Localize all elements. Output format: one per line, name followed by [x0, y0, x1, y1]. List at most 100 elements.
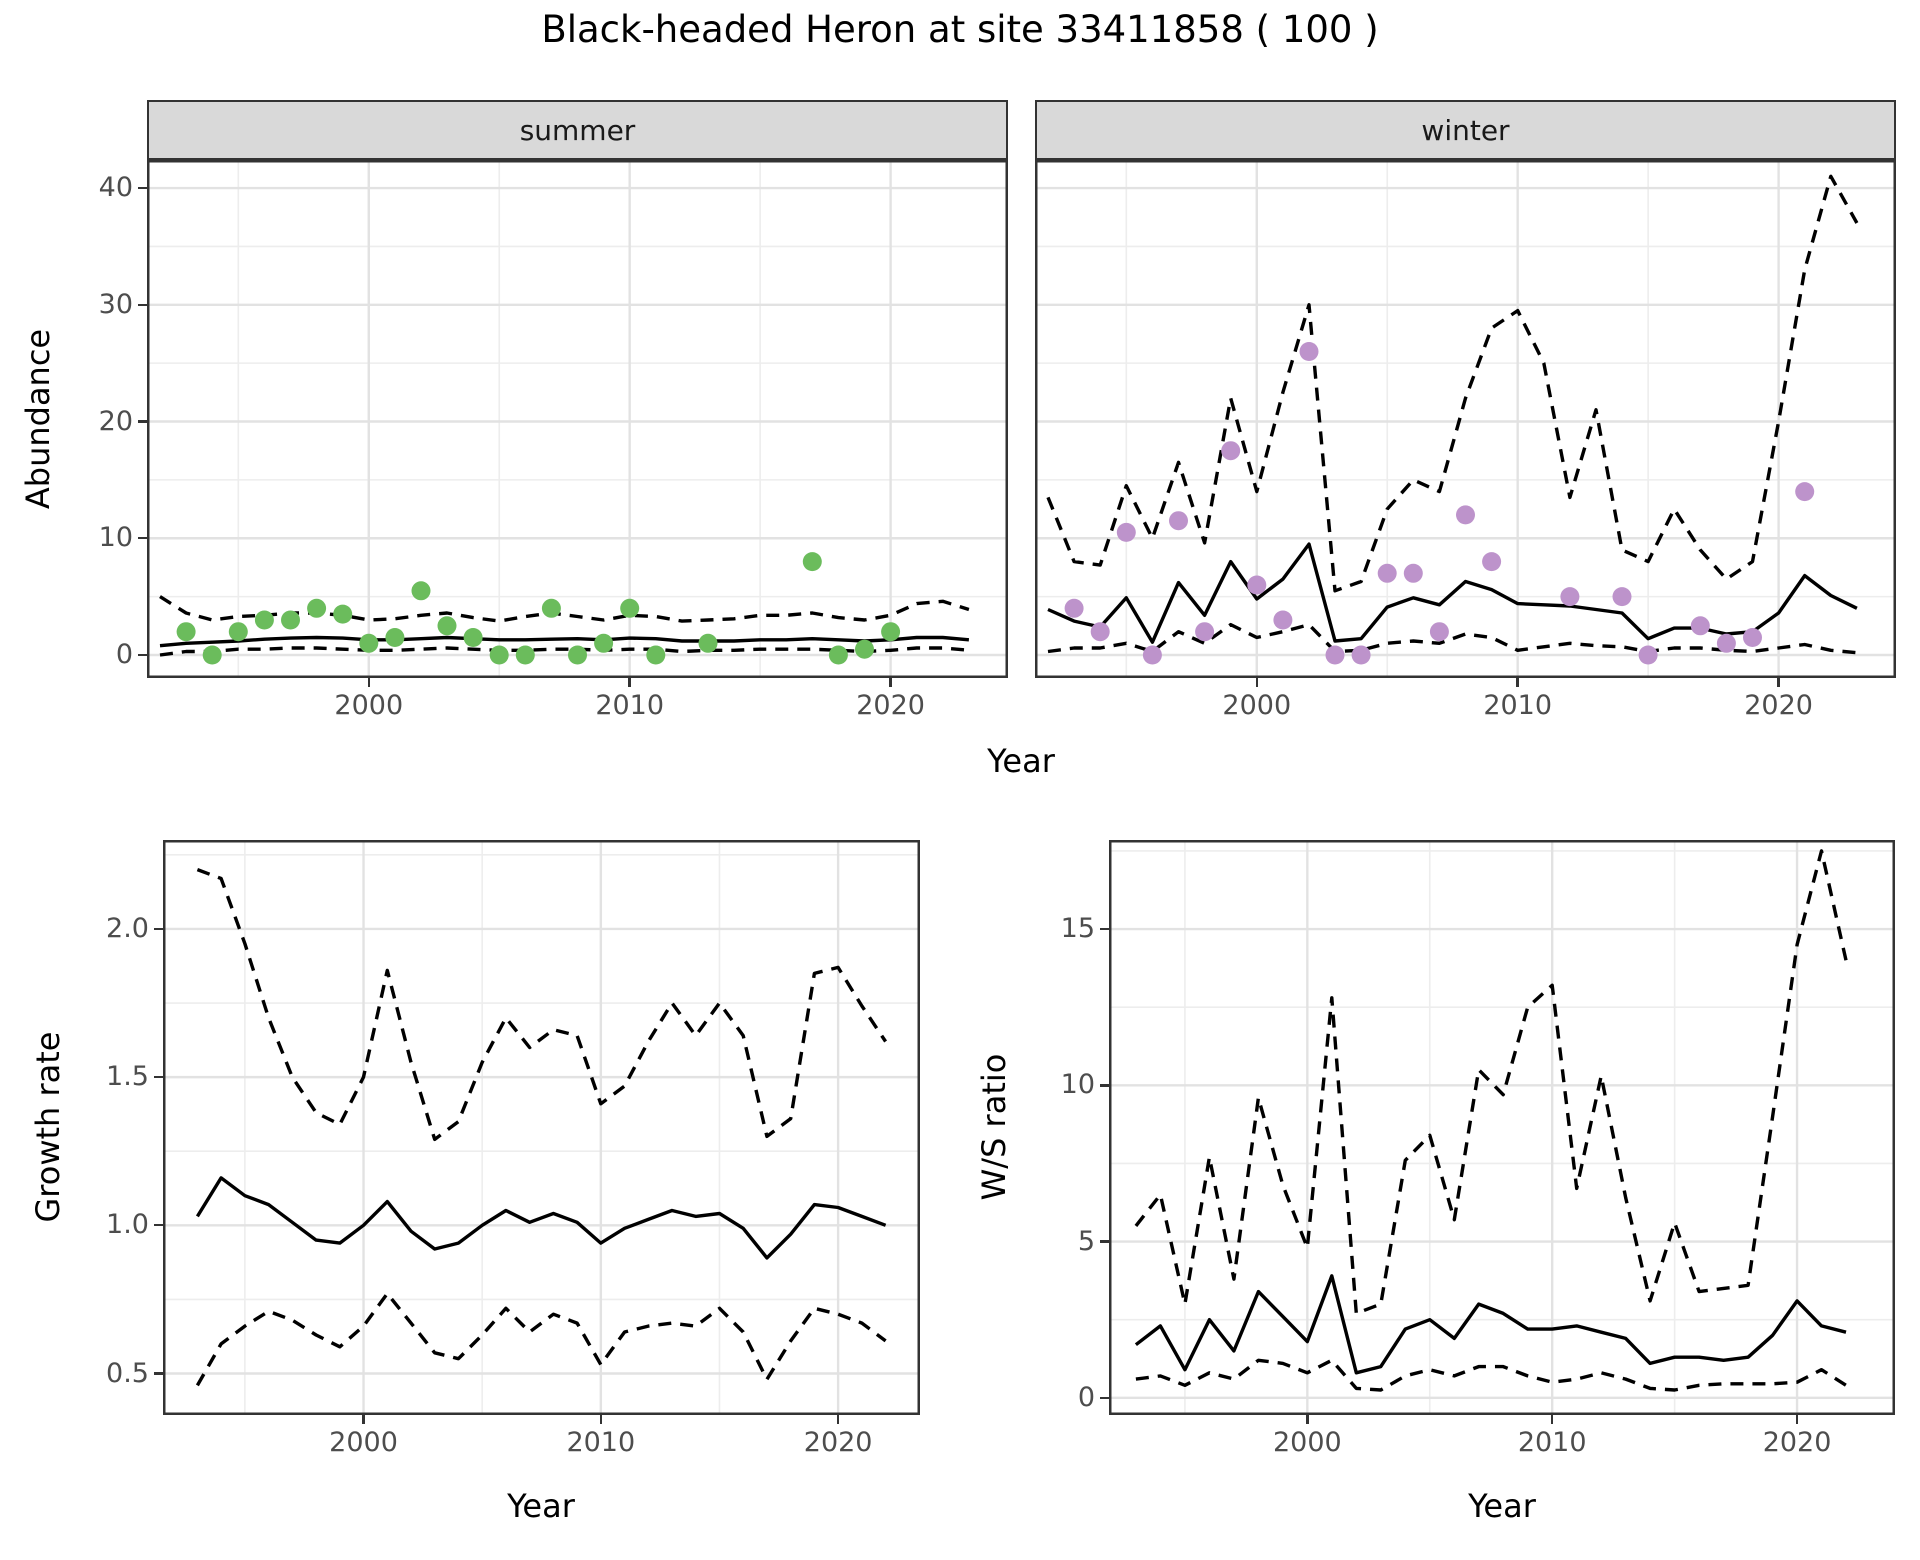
- panel-growth: [163, 840, 920, 1415]
- abundance-summer-point: [359, 633, 379, 653]
- abundance-summer-point: [228, 622, 248, 642]
- y-tick-label: 40: [98, 172, 133, 204]
- abundance-summer-point: [828, 645, 848, 665]
- y-tick-mark: [138, 537, 147, 540]
- abundance-summer-point: [333, 604, 353, 624]
- abundance-winter-point: [1560, 587, 1580, 607]
- abundance-winter-point: [1377, 563, 1397, 583]
- y-tick-mark: [1100, 1084, 1109, 1087]
- abundance-winter-point: [1429, 622, 1449, 642]
- abundance-winter-point: [1195, 622, 1215, 642]
- x-axis-title-year-top: Year: [987, 742, 1055, 780]
- abundance-winter-point: [1273, 610, 1293, 630]
- y-tick-label: 0: [1077, 1381, 1095, 1413]
- facet-strip-label-winter: winter: [1421, 113, 1510, 147]
- y-tick-label: 1.5: [106, 1061, 149, 1093]
- y-tick-mark: [154, 927, 163, 931]
- abundance-winter-point: [1456, 505, 1475, 525]
- abundance-winter-point: [1169, 511, 1188, 531]
- abundance-summer-point: [620, 598, 640, 618]
- x-tick-label: 2010: [566, 1427, 636, 1458]
- y-tick-label: 1.0: [106, 1209, 149, 1241]
- abundance-winter-point: [1325, 645, 1345, 665]
- x-tick-mark: [362, 1415, 365, 1424]
- y-tick-label: 2.0: [106, 912, 149, 944]
- abundance-winter-point: [1299, 342, 1319, 361]
- abundance-winter-point: [1638, 645, 1658, 665]
- abundance-summer-lower_ci-line: [159, 646, 970, 657]
- growth-upper_ci-line: [196, 868, 888, 1142]
- y-tick-mark: [138, 653, 147, 657]
- abundance-winter-point: [1221, 441, 1241, 461]
- x-tick-mark: [367, 678, 370, 687]
- y-tick-mark: [138, 303, 147, 306]
- x-tick-label: 2000: [329, 1427, 398, 1458]
- abundance-summer-point: [698, 633, 718, 653]
- abundance-summer-point: [176, 622, 196, 642]
- y-tick-label: 5: [1077, 1225, 1095, 1257]
- x-tick-mark: [1777, 678, 1780, 687]
- abundance-winter-point: [1247, 575, 1267, 595]
- y-tick-mark: [154, 1372, 163, 1375]
- panel-abundance-winter: [1035, 160, 1896, 678]
- abundance-summer-point: [568, 645, 587, 665]
- x-tick-mark: [836, 1415, 840, 1424]
- panel-ws: [1109, 840, 1895, 1415]
- growth-fit-line: [195, 1176, 887, 1260]
- x-tick-mark: [1306, 1415, 1309, 1424]
- x-axis-title-year-ws: Year: [1468, 1487, 1536, 1525]
- y-tick-mark: [138, 186, 147, 190]
- abundance-winter-point: [1743, 628, 1762, 647]
- abundance-summer-point: [385, 628, 405, 647]
- y-tick-label: 0.5: [106, 1357, 149, 1389]
- abundance-winter-upper_ci-line: [1046, 174, 1859, 593]
- abundance-winter-point: [1482, 552, 1502, 572]
- abundance-summer-point: [594, 633, 614, 653]
- plot-title: Black-headed Heron at site 33411858 ( 10…: [541, 8, 1379, 51]
- abundance-winter-point: [1142, 645, 1162, 665]
- x-tick-label: 2010: [1517, 1427, 1587, 1458]
- x-tick-label: 2000: [1222, 690, 1292, 721]
- y-tick-mark: [138, 420, 147, 423]
- abundance-summer-point: [202, 645, 222, 665]
- abundance-summer-point: [281, 610, 300, 630]
- abundance-winter-point: [1403, 563, 1423, 583]
- ws-fit-line: [1134, 1274, 1847, 1375]
- abundance-summer-fit-line: [159, 635, 970, 648]
- y-tick-label: 20: [98, 405, 133, 437]
- abundance-summer-point: [646, 645, 666, 665]
- abundance-summer-point: [515, 645, 535, 665]
- y-axis-title-growth-rate: Growth rate: [29, 1031, 67, 1223]
- y-tick-label: 0: [115, 639, 133, 670]
- y-tick-label: 15: [1060, 913, 1095, 945]
- abundance-winter-point: [1612, 587, 1632, 607]
- x-tick-mark: [1550, 1415, 1554, 1424]
- y-tick-mark: [1100, 1396, 1109, 1399]
- abundance-summer-point: [541, 598, 561, 618]
- x-tick-label: 2020: [856, 690, 925, 721]
- abundance-winter-point: [1090, 622, 1110, 642]
- facet-strip-summer: summer: [147, 100, 1008, 160]
- abundance-summer-point: [463, 628, 483, 647]
- abundance-winter-fit-line: [1047, 542, 1858, 644]
- abundance-winter-point: [1716, 633, 1736, 653]
- panel-abundance-summer: [147, 160, 1008, 678]
- growth-lower_ci-line: [195, 1291, 887, 1387]
- abundance-summer-upper_ci-line: [159, 595, 970, 623]
- abundance-winter-point: [1795, 482, 1815, 502]
- ws-lower_ci-line: [1135, 1358, 1847, 1392]
- x-tick-label: 2020: [1762, 1427, 1832, 1458]
- x-axis-title-year-growth: Year: [507, 1487, 575, 1525]
- facet-strip-winter: winter: [1035, 100, 1896, 160]
- x-tick-mark: [889, 678, 892, 687]
- x-tick-mark: [628, 678, 631, 687]
- y-tick-label: 10: [1060, 1069, 1095, 1101]
- abundance-summer-point: [307, 598, 327, 618]
- x-tick-mark: [1795, 1415, 1799, 1424]
- x-tick-label: 2000: [1272, 1427, 1342, 1458]
- abundance-summer-point: [489, 645, 509, 665]
- abundance-winter-point: [1116, 522, 1136, 542]
- x-tick-label: 2020: [803, 1427, 873, 1458]
- abundance-winter-lower_ci-line: [1047, 622, 1858, 655]
